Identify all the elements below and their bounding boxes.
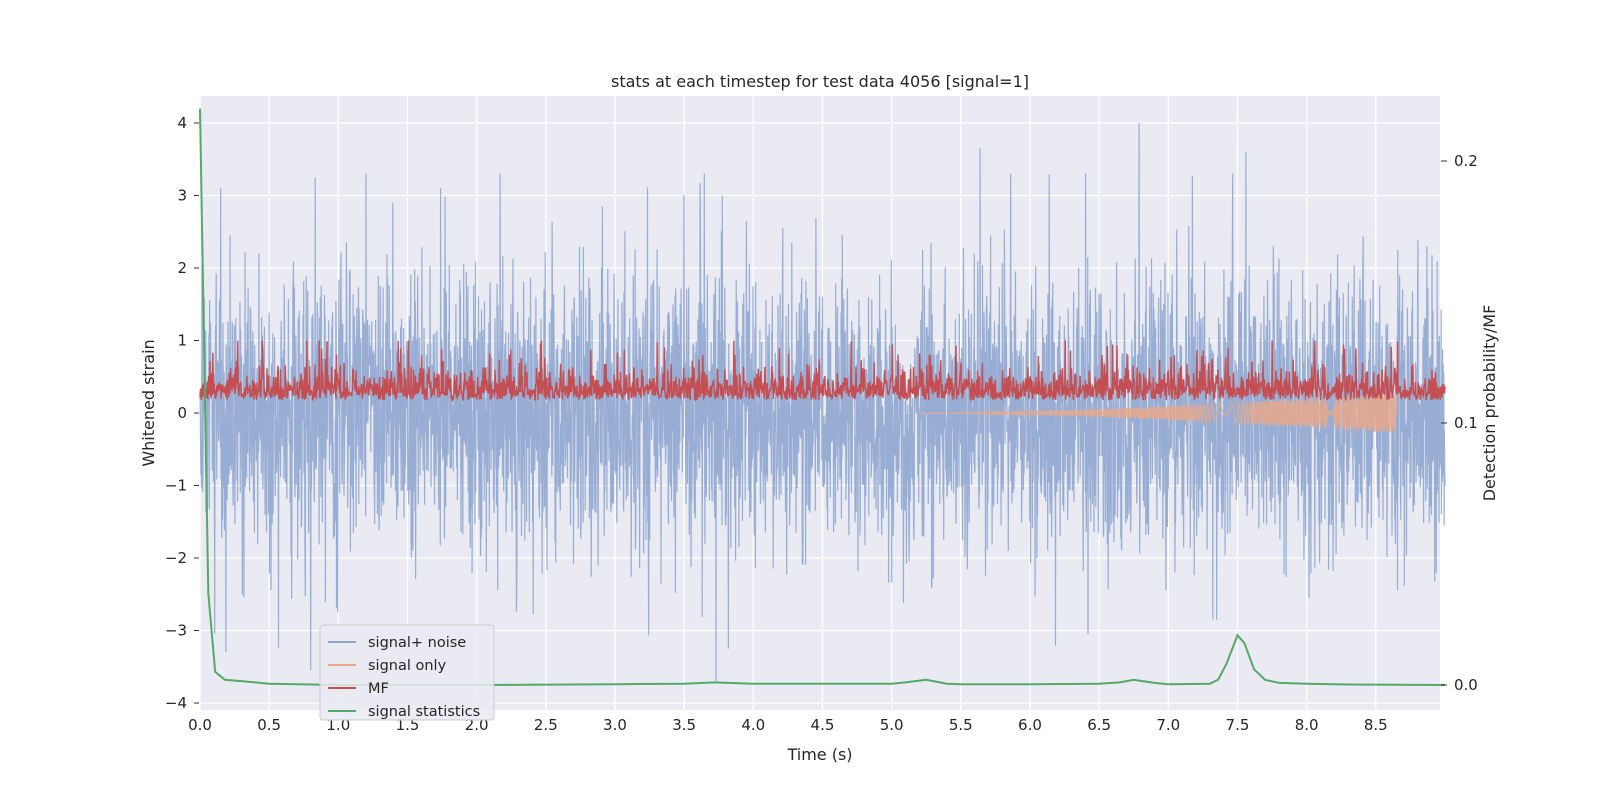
series-signal-only [919, 393, 1398, 434]
series-layer [199, 108, 1446, 686]
x-tick-label: 0.0 [188, 716, 212, 734]
y-tick-label: 0 [177, 404, 187, 422]
x-tick-label: 3.5 [672, 716, 696, 734]
series-signal-noise [199, 122, 1446, 682]
x-tick-label: 4.5 [811, 716, 835, 734]
y-axis-title: Whitened strain [139, 339, 158, 466]
y-tick-label: 3 [177, 187, 187, 205]
series-mf [199, 340, 1446, 403]
y-tick-label: −1 [165, 477, 187, 495]
y2-tick-label: 0.1 [1454, 414, 1478, 432]
y2-tick-label: 0.0 [1454, 676, 1478, 694]
y-tick-label: 4 [177, 114, 187, 132]
y2-axis-title: Detection probability/MF [1480, 305, 1499, 502]
x-tick-label: 7.0 [1156, 716, 1180, 734]
y-tick-label: −2 [165, 549, 187, 567]
x-tick-label: 3.0 [603, 716, 627, 734]
x-tick-label: 5.0 [880, 716, 904, 734]
x-tick-label: 4.0 [741, 716, 765, 734]
legend-label: signal statistics [368, 704, 480, 720]
x-tick-label: 5.5 [949, 716, 973, 734]
x-axis-title: Time (s) [786, 745, 852, 764]
chart-title: stats at each timestep for test data 405… [611, 72, 1029, 91]
x-tick-label: 6.0 [1018, 716, 1042, 734]
x-tick-label: 0.5 [257, 716, 281, 734]
y2-tick-label: 0.2 [1454, 152, 1478, 170]
y-tick-label: −3 [165, 622, 187, 640]
legend: signal+ noise signal only MF signal statist… [319, 624, 495, 721]
legend-label: signal only [368, 658, 447, 674]
y2-axis-ticks: 0.2 0.1 0.0 [1441, 152, 1478, 694]
y-tick-label: −4 [165, 694, 187, 712]
x-tick-label: 2.5 [534, 716, 558, 734]
x-tick-label: 7.5 [1226, 716, 1250, 734]
y-axis-ticks: 4 3 2 1 0 −1 −2 −3 −4 [165, 114, 199, 712]
legend-label: MF [368, 681, 389, 697]
x-tick-label: 6.5 [1087, 716, 1111, 734]
legend-label: signal+ noise [368, 635, 466, 651]
legend-box [319, 624, 495, 721]
series-signal-statistics [199, 108, 1446, 686]
y-tick-label: 2 [177, 259, 187, 277]
y-tick-label: 1 [177, 332, 187, 350]
x-tick-label: 8.0 [1295, 716, 1319, 734]
x-tick-label: 8.5 [1364, 716, 1388, 734]
